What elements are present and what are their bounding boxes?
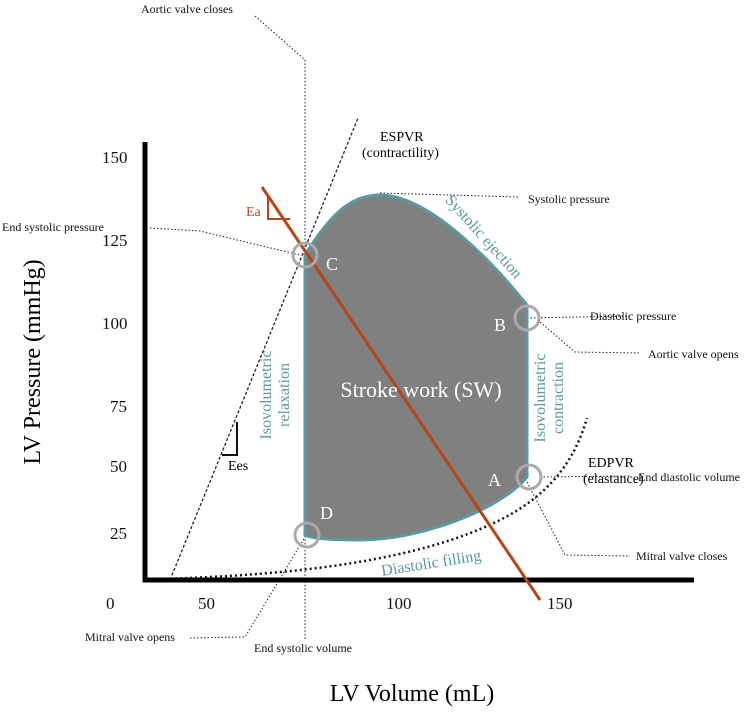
phase-label: relaxation [276,363,293,427]
edpvr-curve [159,417,589,581]
annotation: Mitral valve opens [85,630,175,644]
espvr-note: (contractility) [362,146,439,161]
leader [189,536,306,639]
espvr-label: ESPVR [380,130,424,145]
edpvr-label: EDPVR [588,456,635,471]
annotation: End systolic volume [254,641,352,655]
point-circle [293,521,321,549]
leader [254,15,306,640]
y-tick-label: 75 [110,397,127,416]
annotation: End systolic pressure [2,220,104,234]
leader [526,481,631,557]
point-circle [291,241,319,269]
point-label: B [494,315,506,335]
x-tick-label: 0 [106,594,115,613]
ea-label: Ea [246,205,262,220]
x-axis-title: LV Volume (mL) [330,681,494,707]
point-label: C [326,254,338,274]
point-circle [515,463,543,491]
annotation: Diastolic pressure [590,309,676,323]
point-label: A [488,470,501,490]
phase-label: Diastolic filling [380,547,482,580]
annotation: Aortic valve opens [648,347,739,361]
y-tick-label: 150 [102,148,128,167]
point-circle [513,304,541,332]
x-tick-label: 150 [547,594,573,613]
x-tick-label: 100 [386,594,412,613]
leader [149,227,301,256]
edpvr-note: (elastance) [583,472,644,487]
ea-line [260,186,542,601]
y-tick-label: 25 [110,524,127,543]
point-label: D [320,503,333,523]
y-tick-label: 125 [102,231,128,250]
ees-label: Ees [228,459,248,474]
espvr-line [169,117,359,581]
y-axis-title: LV Pressure (mmHg) [20,259,46,464]
phase-label: Isovolumetric [258,351,275,440]
leader [539,475,631,478]
stroke-work-label: Stroke work (SW) [340,377,501,402]
phase-label: contraction [550,362,567,434]
annotation: End diastolic volume [638,470,740,484]
phase-group: Isovolumetric contraction [532,354,567,443]
annotation: Systolic pressure [528,192,610,206]
leader [379,192,521,198]
phase-label: Isovolumetric [532,354,549,443]
y-tick-label: 50 [110,457,127,476]
ees-triangle [222,422,238,456]
annotation: Aortic valve closes [141,2,233,16]
y-tick-label: 100 [102,314,128,333]
leader [539,321,641,354]
annotation: Mitral valve closes [636,549,728,563]
phase-group: Isovolumetric relaxation [258,351,293,440]
ea-triangle [267,196,290,220]
x-tick-label: 50 [198,594,215,613]
